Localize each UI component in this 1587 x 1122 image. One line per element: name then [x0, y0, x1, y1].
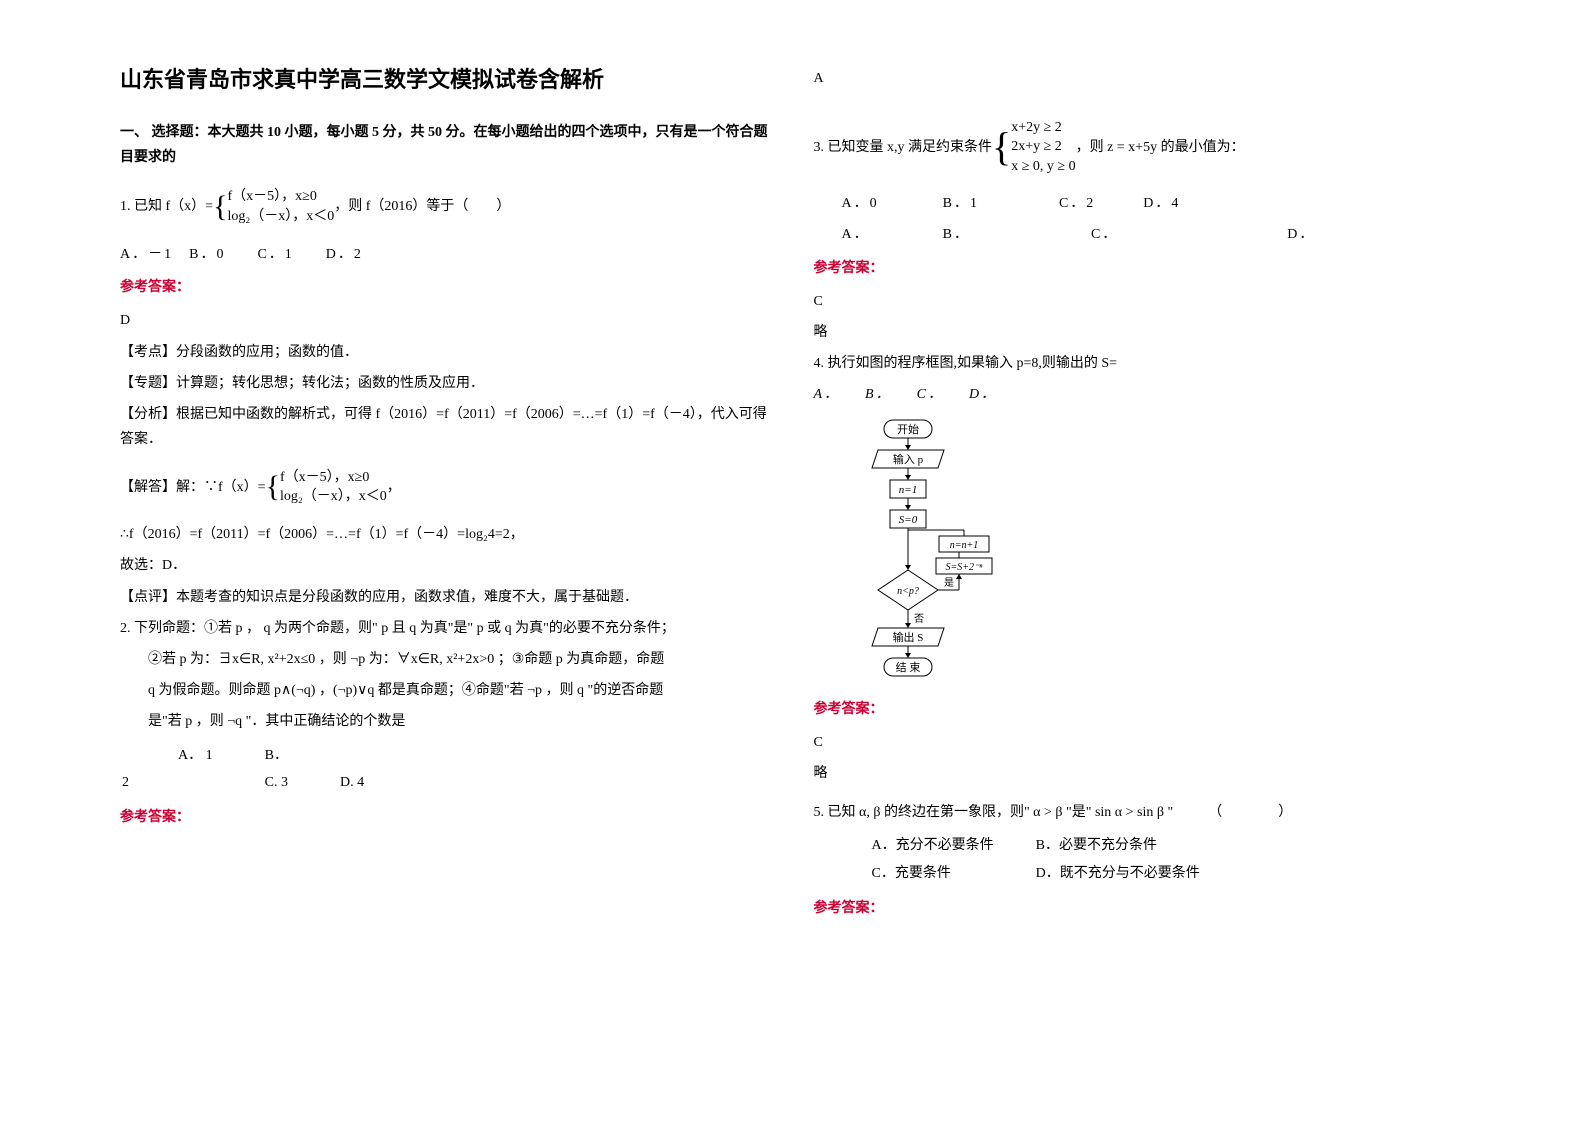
q2-optB2: 2 — [122, 770, 263, 795]
q1-options: A．－1 B．0 C．1 D．2 — [120, 242, 774, 267]
comma: ， — [387, 475, 401, 500]
q1-fenxi: 【分析】根据已知中函数的解析式，可得 f（2016）=f（2011）=f（200… — [120, 402, 774, 452]
right-column: A 3. 已知变量 x,y 满足约束条件 { x+2y ≥ 2 2x+y ≥ 2… — [794, 60, 1488, 1062]
q5-optD: D．既不充分与不必要条件 — [1036, 861, 1200, 886]
q5-optA: A．充分不必要条件 — [872, 833, 1034, 858]
q1-jieda-piecewise: f（x－5），x≥0 log₂（－x），x＜0 — [280, 468, 387, 507]
svg-text:S=S+2⁻ⁿ: S=S+2⁻ⁿ — [945, 562, 983, 573]
q3-suffix: ，则 z = x+5y 的最小值为： — [1076, 135, 1245, 160]
svg-text:是: 是 — [944, 577, 954, 589]
q4-stem: 4. 执行如图的程序框图,如果输入 p=8,则输出的 S= — [814, 351, 1468, 376]
svg-text:结 束: 结 束 — [895, 661, 920, 674]
q2-stem4: 是"若 p ，则 ¬q "．其中正确结论的个数是 — [120, 709, 774, 734]
q1-piecewise: f（x－5），x≥0 log₂（－x），x＜0 — [227, 187, 334, 226]
brace-icon: { — [266, 460, 280, 514]
q1-jieda-prefix: 【解答】解：∵f（x）= — [120, 475, 266, 500]
q4-answer-label: 参考答案： — [814, 697, 1468, 722]
q1-stem: 1. 已知 f（x）= { f（x－5），x≥0 log₂（－x），x＜0 ，则… — [120, 180, 774, 234]
section-header: 一、 选择题：本大题共 10 小题，每小题 5 分，共 50 分。在每小题给出的… — [120, 120, 774, 170]
q2-optC: C. 3 — [265, 770, 338, 795]
svg-text:n=n+1: n=n+1 — [949, 540, 978, 551]
q1-suffix: ，则 f（2016）等于（ ） — [334, 194, 510, 219]
q3-c2: 2x+y ≥ 2 — [1011, 137, 1075, 157]
q3-opts2: A． B． C． D． — [814, 222, 1468, 247]
q2-optA: A． 1 — [122, 743, 263, 768]
q2-optB: B． — [265, 743, 338, 768]
brace-icon: { — [213, 180, 227, 234]
svg-text:S=0: S=0 — [898, 514, 917, 526]
q1-answer-label: 参考答案： — [120, 275, 774, 300]
q1-answer: D — [120, 308, 774, 333]
q2-options: A． 1 B． 2 C. 3 D. 4 — [120, 741, 416, 797]
q1-kaodian: 【考点】分段函数的应用；函数的值． — [120, 340, 774, 365]
q1-jieda-piece2: log₂（－x），x＜0 — [280, 487, 387, 507]
q2-answer-label: 参考答案： — [120, 805, 774, 830]
q1-prefix: 1. 已知 f（x）= — [120, 194, 213, 219]
q3-constraints: x+2y ≥ 2 2x+y ≥ 2 x ≥ 0, y ≥ 0 — [1011, 118, 1075, 177]
q2-optD: D. 4 — [340, 770, 414, 795]
page-title: 山东省青岛市求真中学高三数学文模拟试卷含解析 — [120, 60, 774, 100]
svg-text:否: 否 — [914, 613, 924, 625]
q2-stem3: q 为假命题。则命题 p∧(¬q) ，(¬p)∨q 都是真命题；④命题"若 ¬p… — [120, 678, 774, 703]
q5-optC: C．充要条件 — [872, 861, 1034, 886]
q2-answer: A — [814, 66, 1468, 91]
q2-stem2: ②若 p 为：∃x∈R, x²+2x≤0 ，则 ¬p 为：∀x∈R, x²+2x… — [120, 647, 774, 672]
q5-stem: 5. 已知 α, β 的终边在第一象限，则" α > β "是" sin α >… — [814, 800, 1468, 825]
q1-piece2: log₂（－x），x＜0 — [227, 207, 334, 227]
q1-jieda: 【解答】解：∵f（x）= { f（x－5），x≥0 log₂（－x），x＜0 ， — [120, 460, 774, 514]
q1-dianping: 【点评】本题考查的知识点是分段函数的应用，函数求值，难度不大，属于基础题． — [120, 585, 774, 610]
q5-optB: B．必要不充分条件 — [1036, 833, 1200, 858]
q1-piece1: f（x－5），x≥0 — [227, 187, 334, 207]
svg-text:输出 S: 输出 S — [892, 630, 923, 644]
q1-zhuanti: 【专题】计算题；转化思想；转化法；函数的性质及应用． — [120, 371, 774, 396]
left-column: 山东省青岛市求真中学高三数学文模拟试卷含解析 一、 选择题：本大题共 10 小题… — [100, 60, 794, 1062]
q1-jieda-line: ∴f（2016）=f（2011）=f（2006）=…=f（1）=f（－4）=lo… — [120, 522, 774, 547]
q3-prefix: 3. 已知变量 x,y 满足约束条件 — [814, 135, 993, 160]
q1-guxuan: 故选：D． — [120, 553, 774, 578]
q4-lue: 略 — [814, 761, 1468, 786]
flowchart: 开始 输入 p n=1 S=0 n<p? 是 — [844, 418, 1468, 687]
q3-c3: x ≥ 0, y ≥ 0 — [1011, 157, 1075, 177]
brace-icon: { — [992, 111, 1011, 183]
q5-answer-label: 参考答案： — [814, 896, 1468, 921]
q3-c1: x+2y ≥ 2 — [1011, 118, 1075, 138]
q3-answer-label: 参考答案： — [814, 256, 1468, 281]
q4-answer: C — [814, 730, 1468, 755]
svg-text:n=1: n=1 — [898, 484, 916, 496]
svg-text:输入 p: 输入 p — [892, 452, 923, 466]
svg-text:n<p?: n<p? — [897, 586, 919, 597]
q1-jieda-piece1: f（x－5），x≥0 — [280, 468, 387, 488]
q4-opts: A． B． C． D． — [814, 382, 1468, 407]
q2-stem1: 2. 下列命题：①若 p ， q 为两个命题，则" p 且 q 为真"是" p … — [120, 616, 774, 641]
q3-stem: 3. 已知变量 x,y 满足约束条件 { x+2y ≥ 2 2x+y ≥ 2 x… — [814, 111, 1468, 183]
svg-text:开始: 开始 — [897, 422, 919, 436]
q3-opts: A．0 B．1 C．2 D．4 — [814, 191, 1468, 216]
q3-answer: C — [814, 289, 1468, 314]
q3-lue: 略 — [814, 320, 1468, 345]
flowchart-svg: 开始 输入 p n=1 S=0 n<p? 是 — [844, 418, 1024, 678]
q5-options: A．充分不必要条件 B．必要不充分条件 C．充要条件 D．既不充分与不必要条件 — [870, 831, 1202, 887]
